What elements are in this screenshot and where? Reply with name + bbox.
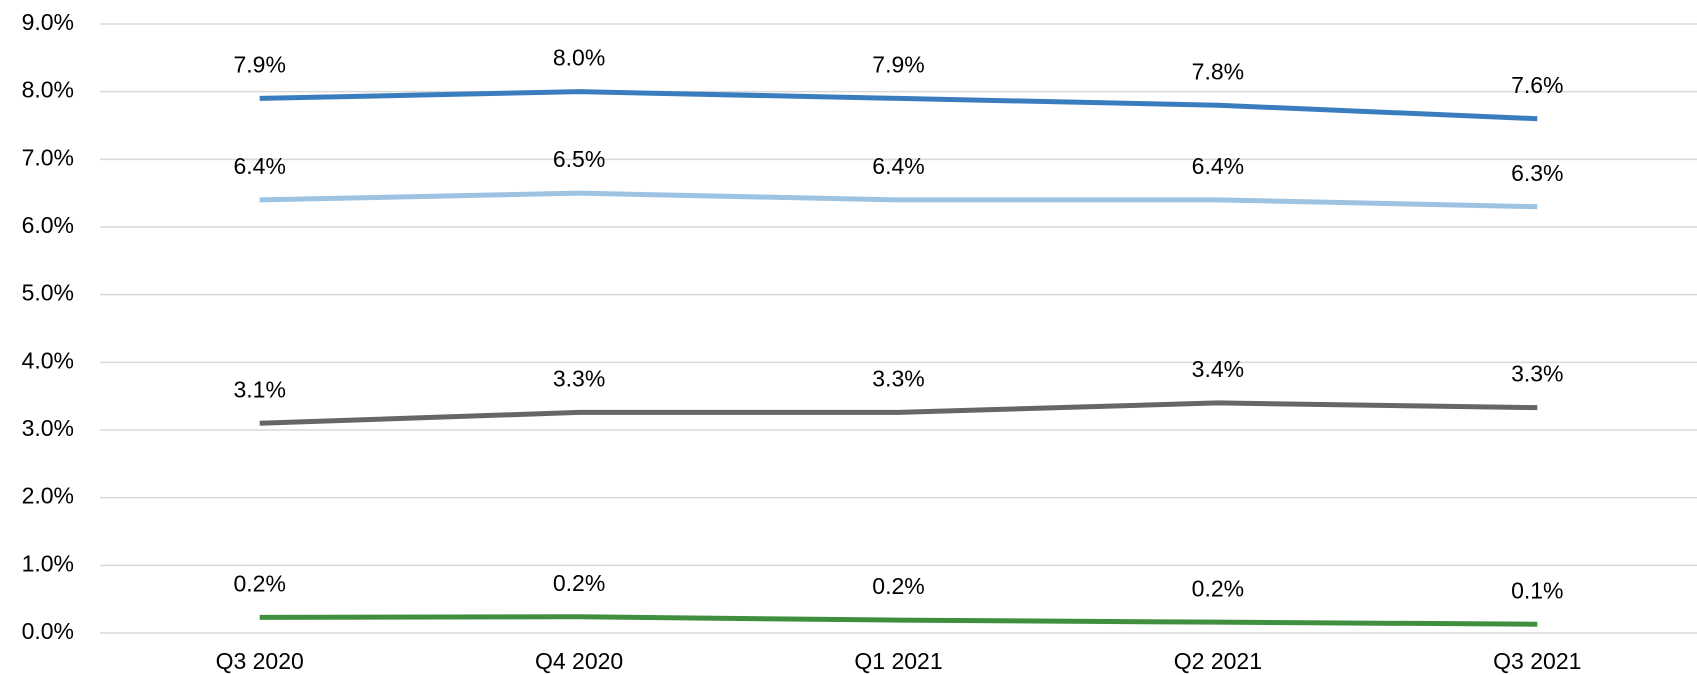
data-label: 0.2%	[872, 573, 924, 599]
data-label: 0.2%	[1192, 575, 1244, 601]
x-tick-label: Q1 2021	[854, 648, 942, 674]
series-line	[259, 190, 1538, 210]
data-label: 7.9%	[872, 52, 924, 78]
series-line	[259, 400, 1538, 426]
data-label: 3.3%	[1511, 361, 1563, 387]
data-label: 7.8%	[1192, 58, 1244, 84]
data-label: 6.4%	[1192, 153, 1244, 179]
data-label: 0.1%	[1511, 577, 1563, 603]
data-label: 8.0%	[553, 45, 605, 71]
series-line	[259, 614, 1538, 627]
data-label: 6.4%	[872, 153, 924, 179]
y-tick-label: 0.0%	[22, 618, 74, 644]
data-label: 0.2%	[233, 571, 285, 597]
data-label: 3.1%	[233, 376, 285, 402]
data-label: 0.2%	[553, 570, 605, 596]
y-tick-label: 8.0%	[22, 77, 74, 103]
data-label: 7.6%	[1511, 72, 1563, 98]
data-label: 7.9%	[233, 52, 285, 78]
data-label: 6.5%	[553, 146, 605, 172]
data-label: 3.3%	[553, 365, 605, 391]
y-tick-label: 5.0%	[22, 280, 74, 306]
x-tick-label: Q3 2020	[216, 648, 304, 674]
data-label: 6.4%	[233, 153, 285, 179]
y-tick-label: 9.0%	[22, 9, 74, 35]
y-tick-label: 2.0%	[22, 483, 74, 509]
y-tick-label: 6.0%	[22, 212, 74, 238]
data-label: 6.3%	[1511, 160, 1563, 186]
data-label: 3.4%	[1192, 356, 1244, 382]
series-line	[259, 89, 1538, 122]
x-tick-label: Q4 2020	[535, 648, 623, 674]
y-tick-label: 1.0%	[22, 550, 74, 576]
y-tick-label: 3.0%	[22, 415, 74, 441]
x-tick-label: Q2 2021	[1174, 648, 1262, 674]
data-label: 3.3%	[872, 365, 924, 391]
y-tick-label: 4.0%	[22, 347, 74, 373]
y-tick-label: 7.0%	[22, 144, 74, 170]
x-tick-label: Q3 2021	[1493, 648, 1581, 674]
